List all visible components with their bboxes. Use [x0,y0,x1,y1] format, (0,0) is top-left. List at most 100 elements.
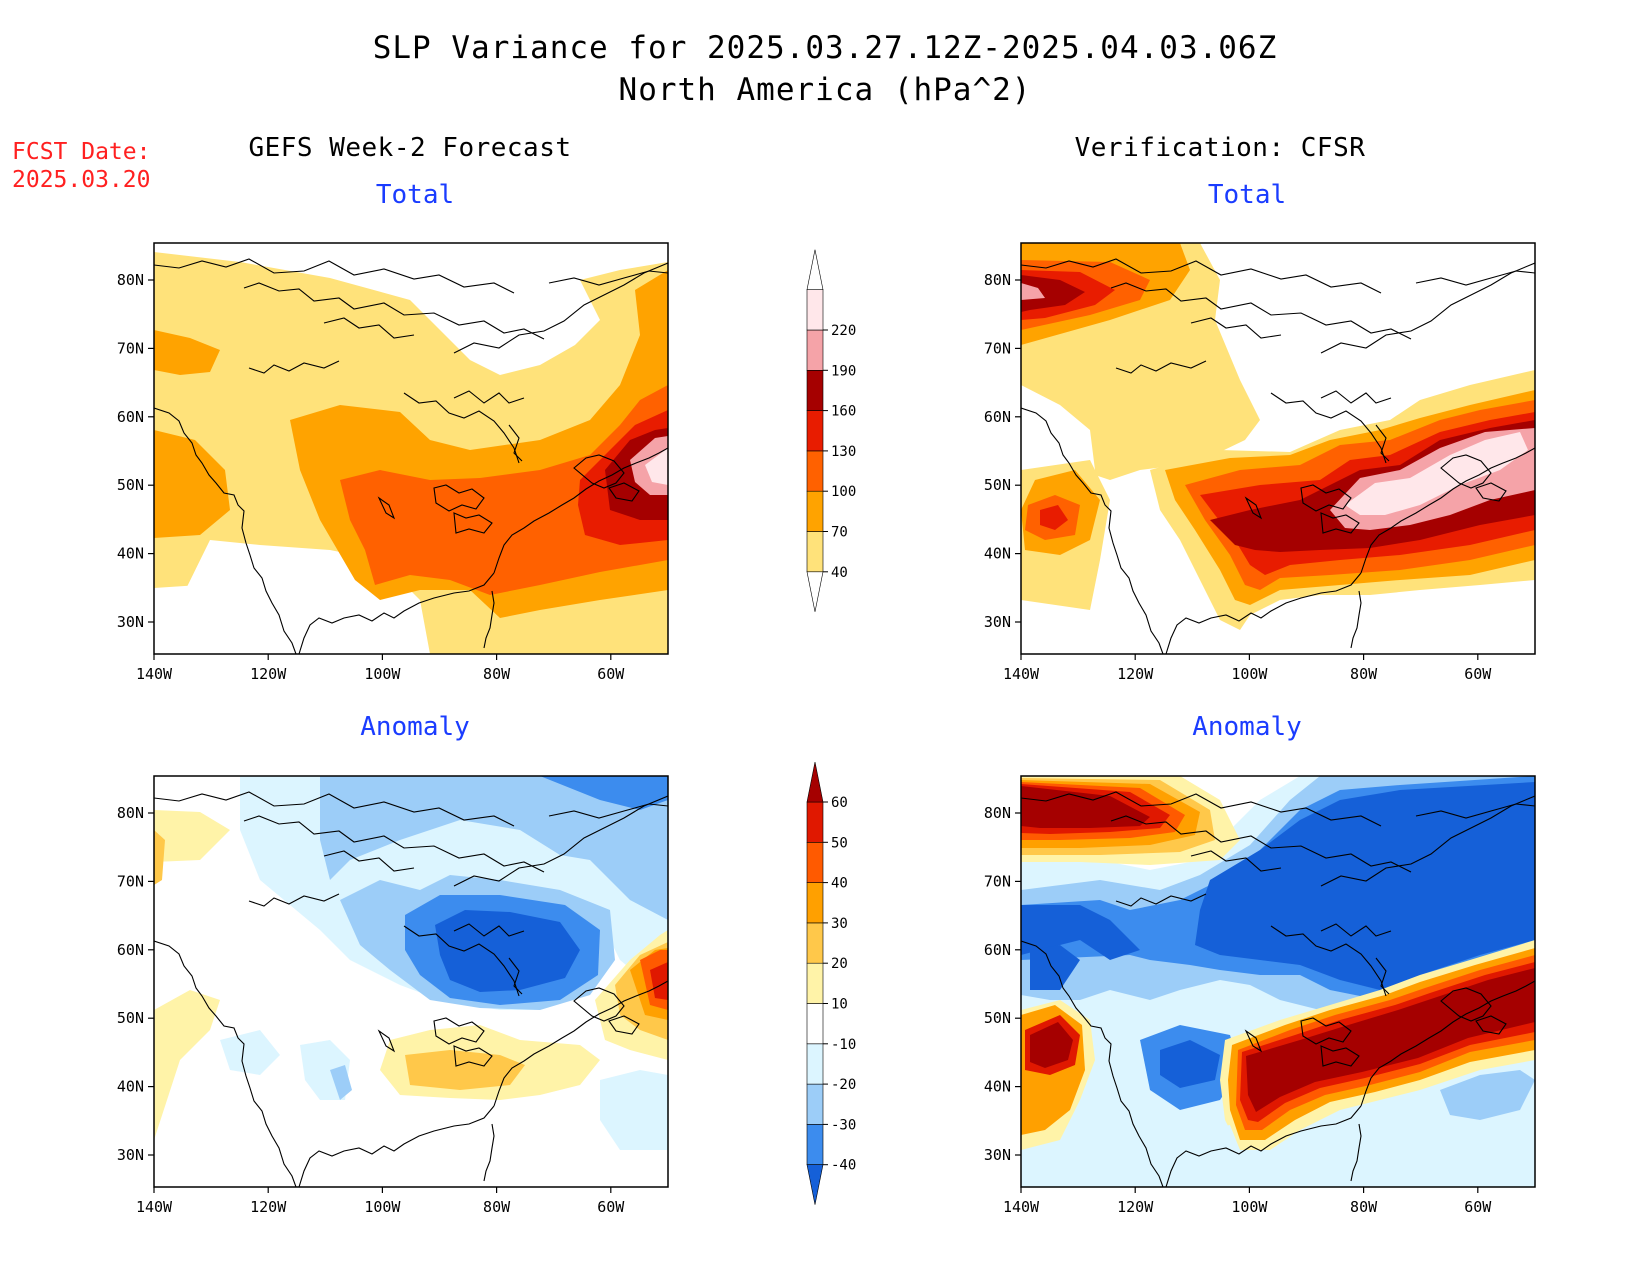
colorbar-anomaly-label: -10 [831,1037,856,1053]
axis-ticks: 80N 70N 60N 50N 40N 30N 140W 120W 100W 80W 60W 80N 7… [117,271,1492,1216]
right-column-title: Verification: CFSR [1074,133,1366,163]
main-title: SLP Variance for 2025.03.27.12Z-2025.04.… [372,30,1278,66]
lat-tick-label: 80N [984,271,1011,289]
lat-tick-label: 30N [984,1146,1011,1164]
colorbar-anomaly-swatch [806,841,824,883]
verification-anomaly-map [1020,775,1536,1188]
lon-tick-label: 120W [1117,1198,1154,1216]
lat-tick-label: 60N [984,408,1011,426]
verification-total-map [1020,242,1536,655]
verification-anomaly-subtitle: Anomaly [1192,712,1302,742]
lat-tick-label: 50N [984,1009,1011,1027]
colorbar-total-top-arrow [806,249,824,290]
colorbar-anomaly-label: 10 [831,997,848,1013]
lon-tick-label: 100W [364,665,401,683]
lat-tick-label: 60N [117,941,144,959]
lon-tick-label: 140W [1003,665,1040,683]
forecast-total-map [153,242,669,655]
lat-tick-label: 70N [984,339,1011,357]
forecast-total-subtitle: Total [375,180,455,210]
lat-tick-label: 50N [117,476,144,494]
colorbar-anomaly-label: -40 [831,1158,856,1174]
colorbar-total-swatch [806,329,824,371]
colorbar-total-swatch [806,369,824,411]
lat-tick-label: 70N [117,339,144,357]
verification-total-subtitle: Total [1207,180,1287,210]
lat-tick-label: 60N [117,408,144,426]
colorbar-anomaly-label: 20 [831,956,848,972]
lon-tick-label: 80W [483,1198,511,1216]
lat-tick-label: 40N [117,1078,144,1096]
colorbar-anomaly-label: -30 [831,1117,856,1133]
lat-tick-label: 80N [984,804,1011,822]
colorbar-total-label: 100 [831,484,856,500]
colorbar-total-label: 220 [831,323,856,339]
lon-tick-label: 80W [483,665,511,683]
colorbar-total-swatch [806,531,824,573]
lat-tick-label: 60N [984,941,1011,959]
lat-tick-label: 30N [984,613,1011,631]
colorbar-anomaly-bottom-arrow [806,1164,824,1205]
colorbar-anomaly-top-arrow [806,761,824,803]
lon-tick-label: 80W [1350,1198,1378,1216]
colorbar-total-label: 130 [831,444,856,460]
colorbar-total-label: 40 [831,565,848,581]
main-subtitle: North America (hPa^2) [618,72,1032,108]
left-column-title: GEFS Week-2 Forecast [248,133,572,163]
colorbar-anomaly-swatch [806,1083,824,1125]
colorbar-total-label: 190 [831,363,856,379]
lon-tick-label: 120W [250,1198,287,1216]
lon-tick-label: 60W [1464,665,1492,683]
forecast-date-block: FCST Date: 2025.03.20 [12,138,150,194]
lon-tick-label: 100W [364,1198,401,1216]
lon-tick-label: 140W [136,665,173,683]
lat-tick-label: 50N [984,476,1011,494]
colorbar-anomaly: -40 -30 -20 -10 10 20 30 40 50 60 [806,761,856,1205]
colorbar-anomaly-label: 30 [831,916,848,932]
colorbar-anomaly-swatch [806,1003,824,1045]
forecast-date-value: 2025.03.20 [12,167,151,193]
lon-tick-label: 100W [1231,665,1268,683]
forecast-anomaly-subtitle: Anomaly [360,712,470,742]
lat-tick-label: 40N [984,545,1011,563]
lon-tick-label: 100W [1231,1198,1268,1216]
lat-tick-label: 40N [984,1078,1011,1096]
colorbar-anomaly-swatch [806,1124,824,1166]
colorbar-total-label: 160 [831,404,856,420]
colorbar-anomaly-swatch [806,801,824,843]
lon-tick-label: 120W [250,665,287,683]
colorbar-anomaly-label: 40 [831,876,848,892]
colorbar-total-swatch [806,289,824,331]
lon-tick-label: 60W [597,665,625,683]
colorbar-total-swatch [806,450,824,492]
lon-tick-label: 60W [597,1198,625,1216]
lat-tick-label: 50N [117,1009,144,1027]
forecast-date-label: FCST Date: [12,139,151,165]
colorbar-anomaly-swatch [806,882,824,924]
colorbar-total-swatch [806,490,824,532]
lon-tick-label: 120W [1117,665,1154,683]
colorbar-anomaly-swatch [806,1043,824,1085]
lat-tick-label: 80N [117,804,144,822]
lat-tick-label: 70N [117,872,144,890]
lat-tick-label: 30N [117,1146,144,1164]
colorbar-total-label: 70 [831,525,848,541]
colorbar-anomaly-label: -20 [831,1077,856,1093]
lon-tick-label: 80W [1350,665,1378,683]
colorbar-anomaly-swatch [806,962,824,1004]
colorbar-total-bottom-arrow [806,571,824,612]
lon-tick-label: 140W [1003,1198,1040,1216]
forecast-anomaly-map [153,775,669,1188]
lon-tick-label: 60W [1464,1198,1492,1216]
colorbar-anomaly-swatch [806,922,824,964]
colorbar-total: 40 70 100 130 160 190 220 [806,249,856,612]
lat-tick-label: 70N [984,872,1011,890]
lon-tick-label: 140W [136,1198,173,1216]
colorbar-total-swatch [806,410,824,452]
colorbar-anomaly-label: 60 [831,795,848,811]
lat-tick-label: 30N [117,613,144,631]
lat-tick-label: 80N [117,271,144,289]
colorbar-anomaly-label: 50 [831,835,848,851]
lat-tick-label: 40N [117,545,144,563]
